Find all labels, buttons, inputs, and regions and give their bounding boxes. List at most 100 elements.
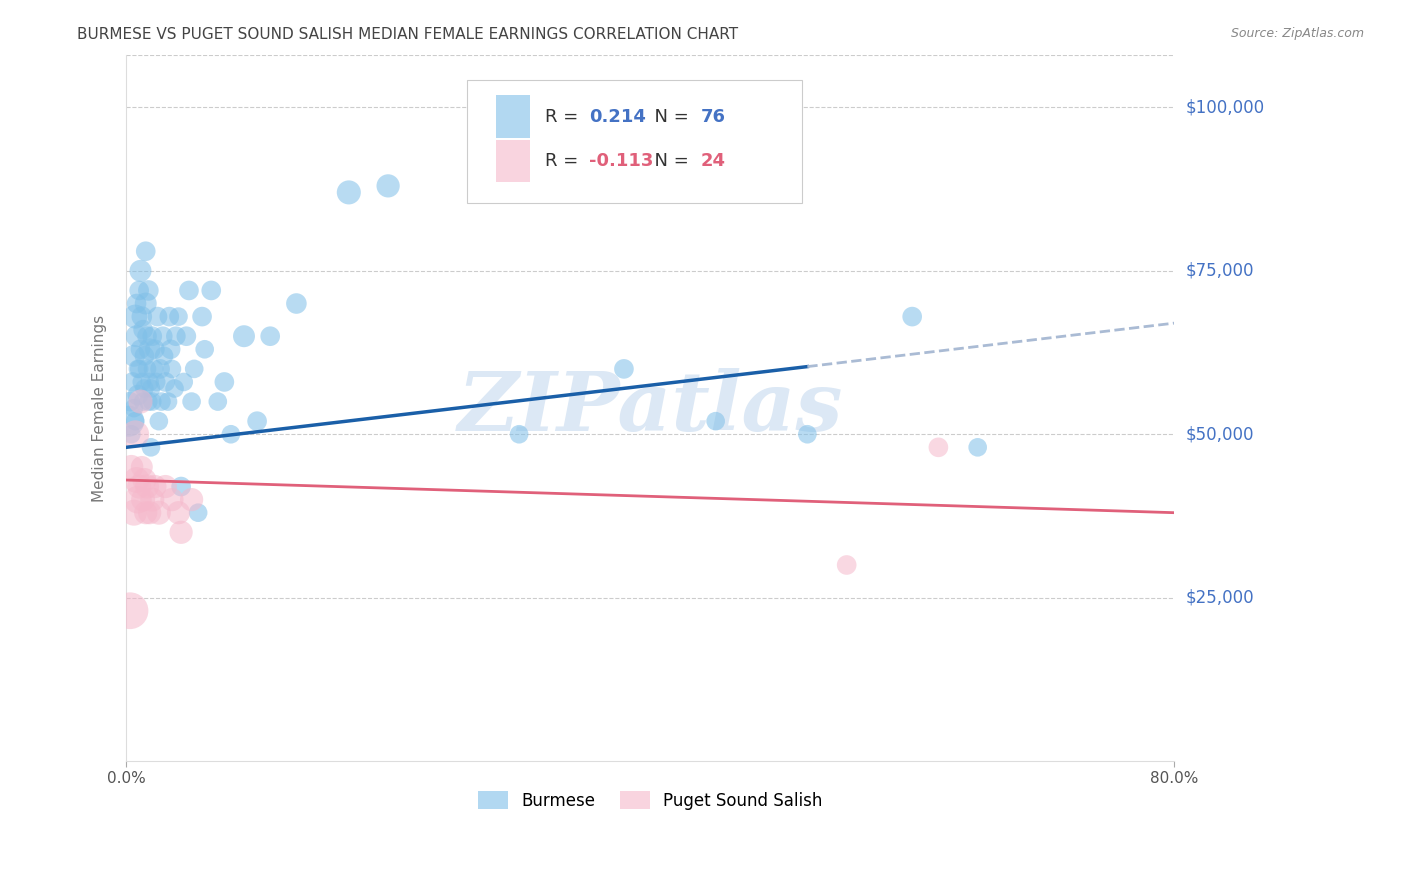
Point — [139, 440, 162, 454]
Text: $50,000: $50,000 — [1185, 425, 1254, 443]
Bar — [496, 95, 530, 137]
Point — [176, 329, 198, 343]
Point — [131, 310, 153, 324]
Point — [136, 362, 159, 376]
Point — [132, 323, 155, 337]
Point — [134, 382, 156, 396]
Point — [142, 362, 165, 376]
Text: R =: R = — [546, 152, 585, 170]
Point — [966, 440, 988, 454]
Point — [136, 329, 159, 343]
Text: R =: R = — [546, 108, 585, 126]
Text: 0.214: 0.214 — [589, 108, 647, 126]
Point — [118, 414, 141, 428]
Point — [173, 375, 195, 389]
Y-axis label: Median Female Earnings: Median Female Earnings — [93, 315, 107, 501]
Point — [183, 362, 205, 376]
Point — [613, 362, 636, 376]
Text: ZIPatlas: ZIPatlas — [457, 368, 844, 448]
Point — [508, 427, 530, 442]
Point — [135, 296, 157, 310]
Point — [155, 375, 177, 389]
Point — [163, 382, 186, 396]
Point — [153, 349, 176, 363]
Text: -0.113: -0.113 — [589, 152, 654, 170]
Point — [141, 394, 163, 409]
Point — [138, 343, 160, 357]
Point — [207, 394, 229, 409]
Point — [132, 492, 155, 507]
Point — [138, 506, 160, 520]
Point — [127, 492, 149, 507]
Point — [127, 362, 149, 376]
Point — [120, 427, 142, 442]
Point — [167, 506, 190, 520]
Point — [125, 329, 148, 343]
Text: Source: ZipAtlas.com: Source: ZipAtlas.com — [1230, 27, 1364, 40]
Point — [138, 394, 160, 409]
Point — [214, 375, 236, 389]
Point — [141, 492, 163, 507]
Point — [122, 401, 145, 416]
Point — [127, 388, 149, 402]
Point — [129, 394, 152, 409]
Point — [835, 558, 858, 572]
Point — [152, 329, 174, 343]
Point — [122, 349, 145, 363]
Point — [246, 414, 269, 428]
Point — [118, 394, 141, 409]
Point — [927, 440, 949, 454]
Point — [128, 284, 150, 298]
Point — [124, 414, 146, 428]
Point — [128, 479, 150, 493]
Text: $75,000: $75,000 — [1185, 262, 1254, 280]
Point — [180, 492, 202, 507]
Point — [160, 362, 183, 376]
Point — [704, 414, 727, 428]
Point — [124, 310, 146, 324]
Legend: Burmese, Puget Sound Salish: Burmese, Puget Sound Salish — [471, 785, 830, 816]
Point — [138, 375, 160, 389]
Point — [233, 329, 256, 343]
Point — [150, 394, 173, 409]
Point — [377, 178, 399, 193]
Point — [155, 479, 177, 493]
Point — [901, 310, 924, 324]
Point — [138, 284, 160, 298]
Point — [191, 310, 214, 324]
Point — [796, 427, 818, 442]
Point — [285, 296, 308, 310]
Point — [135, 506, 157, 520]
Point — [134, 473, 156, 487]
Text: $25,000: $25,000 — [1185, 589, 1254, 607]
Point — [128, 362, 150, 376]
Text: BURMESE VS PUGET SOUND SALISH MEDIAN FEMALE EARNINGS CORRELATION CHART: BURMESE VS PUGET SOUND SALISH MEDIAN FEM… — [77, 27, 738, 42]
Text: $100,000: $100,000 — [1185, 98, 1264, 117]
Point — [148, 414, 170, 428]
Point — [125, 473, 148, 487]
Point — [157, 310, 180, 324]
Text: N =: N = — [643, 108, 695, 126]
Point — [170, 479, 193, 493]
Point — [159, 343, 181, 357]
Point — [124, 427, 146, 442]
Point — [148, 506, 170, 520]
Point — [143, 343, 166, 357]
Point — [165, 329, 187, 343]
Point — [149, 362, 172, 376]
Point — [118, 604, 141, 618]
Point — [139, 382, 162, 396]
Point — [170, 525, 193, 540]
Text: 24: 24 — [700, 152, 725, 170]
Point — [134, 349, 156, 363]
Point — [177, 284, 200, 298]
Point — [131, 375, 153, 389]
Point — [194, 343, 217, 357]
Point — [187, 506, 209, 520]
Point — [136, 479, 159, 493]
Point — [141, 329, 163, 343]
Point — [121, 375, 143, 389]
Point — [135, 244, 157, 259]
Point — [143, 479, 166, 493]
Point — [120, 459, 142, 474]
